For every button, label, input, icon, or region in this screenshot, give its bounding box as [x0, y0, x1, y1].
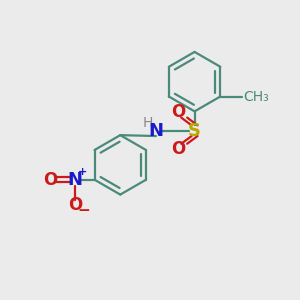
Text: CH₃: CH₃	[243, 89, 269, 103]
Text: N: N	[148, 122, 164, 140]
Text: O: O	[171, 140, 185, 158]
Text: O: O	[171, 103, 185, 121]
Text: O: O	[43, 171, 57, 189]
Text: −: −	[77, 203, 90, 218]
Text: S: S	[188, 122, 201, 140]
Text: H: H	[142, 116, 153, 130]
Text: +: +	[78, 167, 87, 177]
Text: N: N	[68, 171, 83, 189]
Text: O: O	[68, 196, 82, 214]
